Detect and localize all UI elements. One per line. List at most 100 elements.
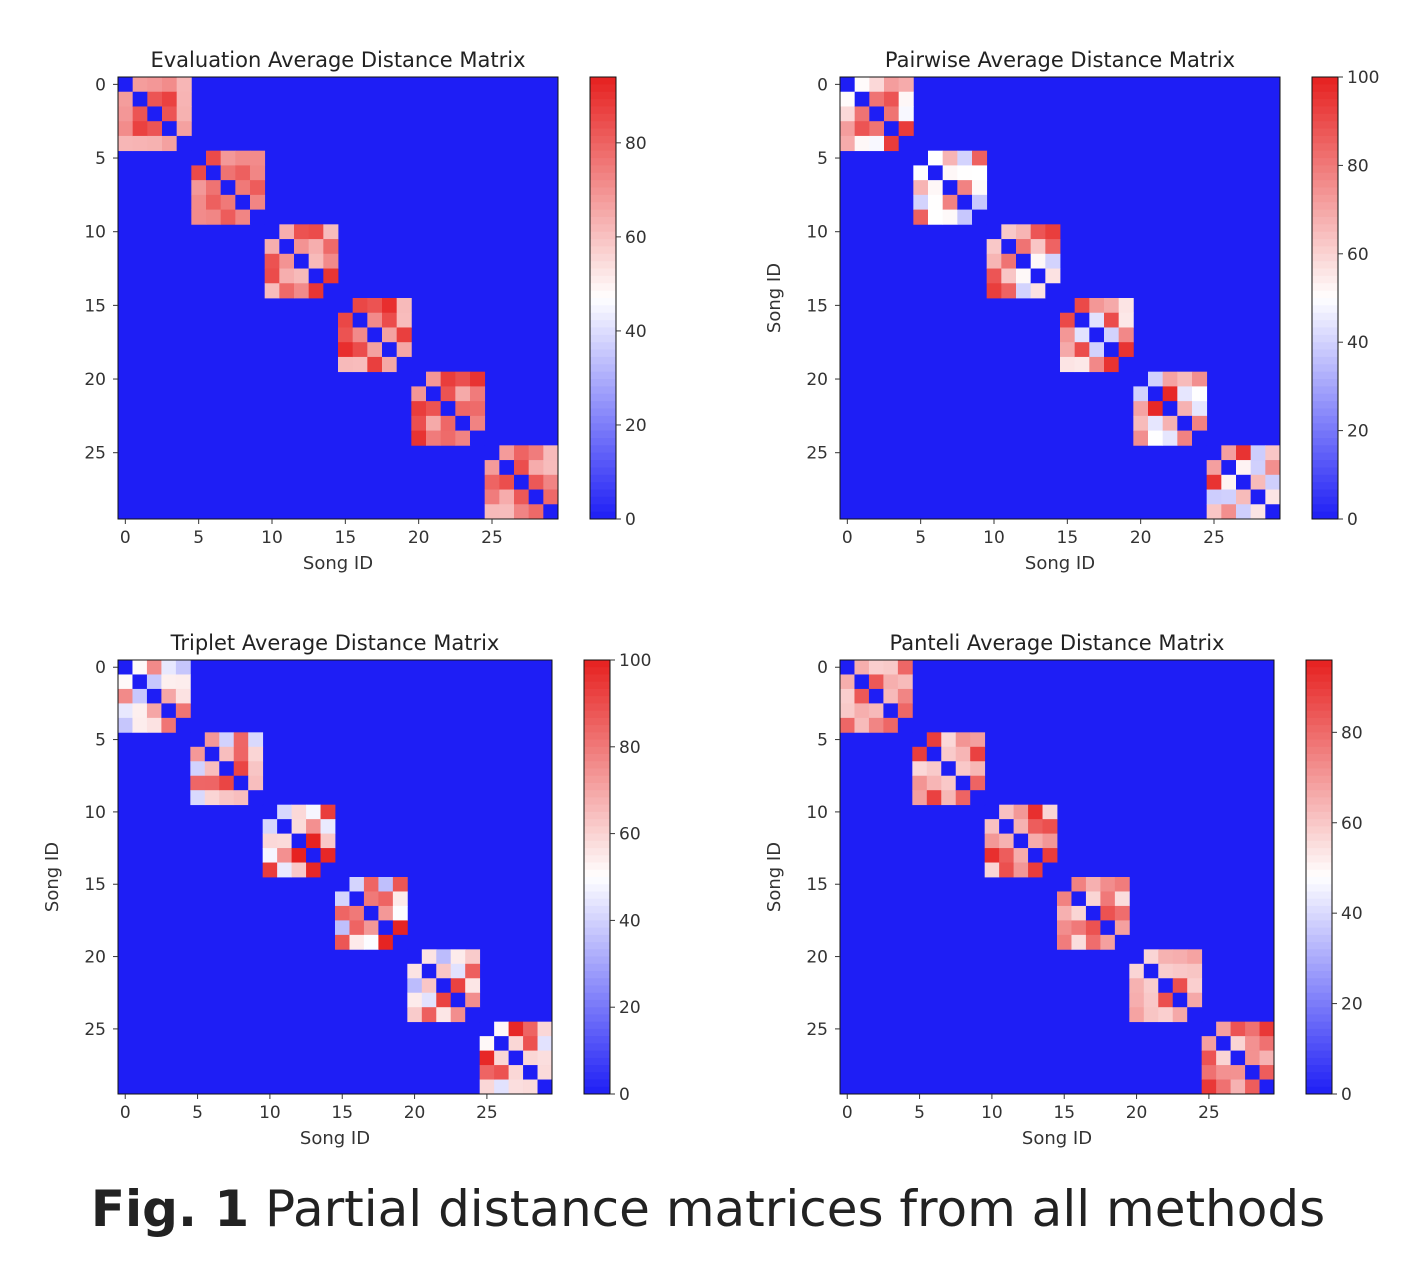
heatmap-cell bbox=[854, 688, 870, 704]
colorbar-tick-label: 0 bbox=[1341, 1085, 1352, 1105]
heatmap-cell bbox=[421, 949, 437, 965]
heatmap-cell bbox=[352, 342, 368, 358]
heatmap-cell bbox=[320, 804, 336, 820]
colorbar-segment bbox=[584, 956, 610, 965]
heatmap-cell bbox=[378, 877, 394, 892]
heatmap-cell bbox=[1259, 1050, 1275, 1066]
x-tick-label: 5 bbox=[915, 528, 926, 548]
heatmap-cell bbox=[411, 415, 427, 431]
heatmap-cell bbox=[411, 371, 427, 387]
heatmap-cell bbox=[206, 180, 222, 196]
colorbar-segment bbox=[1306, 696, 1332, 704]
x-tick-label: 0 bbox=[842, 1103, 853, 1123]
colorbar-segment bbox=[1312, 128, 1338, 137]
heatmap-cell bbox=[528, 445, 544, 461]
colorbar-segment bbox=[1312, 224, 1338, 233]
heatmap-cell bbox=[1148, 401, 1164, 417]
heatmap-cell bbox=[392, 891, 408, 907]
heatmap-cell bbox=[250, 165, 266, 181]
heatmap-cell bbox=[523, 1065, 538, 1080]
y-tick-label: 15 bbox=[806, 296, 828, 316]
heatmap-cell bbox=[1172, 978, 1188, 994]
colorbar-segment bbox=[590, 194, 616, 203]
colorbar-frame bbox=[1311, 76, 1339, 520]
heatmap-cell bbox=[407, 949, 423, 965]
heatmap-cell bbox=[537, 1036, 553, 1051]
colorbar-segment bbox=[1312, 246, 1338, 255]
heatmap-cell bbox=[279, 283, 295, 299]
colorbar-segment bbox=[1306, 819, 1332, 827]
heatmap-cell bbox=[161, 703, 177, 719]
heatmap-cell bbox=[508, 1036, 524, 1051]
colorbar-segment bbox=[584, 725, 610, 733]
colorbar-tick-label: 0 bbox=[625, 510, 636, 530]
heatmap-cell bbox=[537, 1079, 553, 1095]
heatmap-cell bbox=[499, 504, 515, 520]
colorbar-segment bbox=[1312, 393, 1338, 402]
colorbar-segment bbox=[584, 898, 610, 907]
heatmap-cell bbox=[248, 761, 264, 777]
colorbar-tick-label: 60 bbox=[1347, 245, 1369, 265]
heatmap-cell bbox=[508, 1050, 524, 1066]
colorbar-segment bbox=[1312, 371, 1338, 380]
heatmap-cell bbox=[335, 877, 350, 892]
heatmap-cell bbox=[146, 717, 162, 733]
heatmap-cell bbox=[1030, 268, 1046, 284]
heatmap-cell bbox=[869, 77, 885, 93]
heatmap-cell bbox=[543, 445, 559, 461]
heatmap-cell bbox=[277, 862, 292, 878]
colorbar-segment bbox=[1306, 1028, 1332, 1037]
heatmap-cell bbox=[1028, 819, 1043, 834]
colorbar-segment bbox=[1312, 231, 1338, 240]
y-tick-label: 5 bbox=[817, 149, 828, 169]
colorbar-segment bbox=[590, 334, 616, 343]
heatmap-cell bbox=[323, 224, 339, 240]
colorbar-segment bbox=[1306, 681, 1332, 690]
colorbar-segment bbox=[590, 268, 616, 277]
heatmap-cell bbox=[1030, 224, 1046, 240]
heatmap-cell bbox=[161, 717, 177, 733]
colorbar-segment bbox=[584, 768, 610, 777]
heatmap-cell bbox=[1114, 920, 1130, 936]
colorbar-segment bbox=[1312, 401, 1338, 409]
heatmap-cell bbox=[147, 121, 163, 137]
heatmap-cell bbox=[1013, 848, 1029, 863]
heatmap-cell bbox=[883, 674, 899, 690]
heatmap-cell bbox=[1162, 401, 1178, 417]
heatmap-cell bbox=[884, 121, 900, 137]
heatmap-cell bbox=[436, 1007, 452, 1023]
heatmap-cell bbox=[1057, 920, 1072, 936]
heatmap-cell bbox=[1158, 1007, 1174, 1023]
heatmap-cell bbox=[1118, 298, 1134, 314]
colorbar-segment bbox=[1306, 768, 1332, 777]
heatmap-cell bbox=[367, 298, 383, 314]
colorbar-segment bbox=[584, 891, 610, 900]
heatmap-cell bbox=[523, 1021, 538, 1037]
colorbar-segment bbox=[584, 782, 610, 791]
heatmap-cell bbox=[440, 401, 456, 417]
y-tick-label: 20 bbox=[84, 948, 106, 968]
heatmap-cell bbox=[984, 804, 1000, 820]
heatmap-cell bbox=[514, 489, 530, 505]
heatmap-cell bbox=[494, 1079, 509, 1095]
colorbar-segment bbox=[584, 667, 610, 675]
heatmap-frame bbox=[839, 76, 1281, 520]
colorbar-tick-label: 100 bbox=[619, 651, 651, 671]
chart-title: Panteli Average Distance Matrix bbox=[890, 631, 1225, 655]
heatmap-cell bbox=[382, 342, 398, 358]
heatmap-cell bbox=[1162, 386, 1178, 402]
heatmap-cell bbox=[235, 194, 251, 210]
heatmap-cell bbox=[118, 674, 133, 690]
heatmap-cell bbox=[840, 106, 856, 122]
heatmap-cell bbox=[840, 77, 856, 93]
colorbar-segment bbox=[1312, 187, 1338, 196]
heatmap-cell bbox=[523, 1036, 538, 1051]
colorbar-segment bbox=[1306, 963, 1332, 972]
colorbar-segment bbox=[1312, 430, 1338, 439]
colorbar-tick-label: 40 bbox=[625, 322, 647, 342]
heatmap-cell bbox=[162, 106, 178, 122]
heatmap-panel-2: Pairwise Average Distance Matrix 0 5 10 15 20… bbox=[764, 48, 1379, 574]
heatmap-cell bbox=[220, 194, 236, 210]
colorbar-segment bbox=[584, 790, 610, 798]
heatmap-cell bbox=[1206, 460, 1222, 476]
